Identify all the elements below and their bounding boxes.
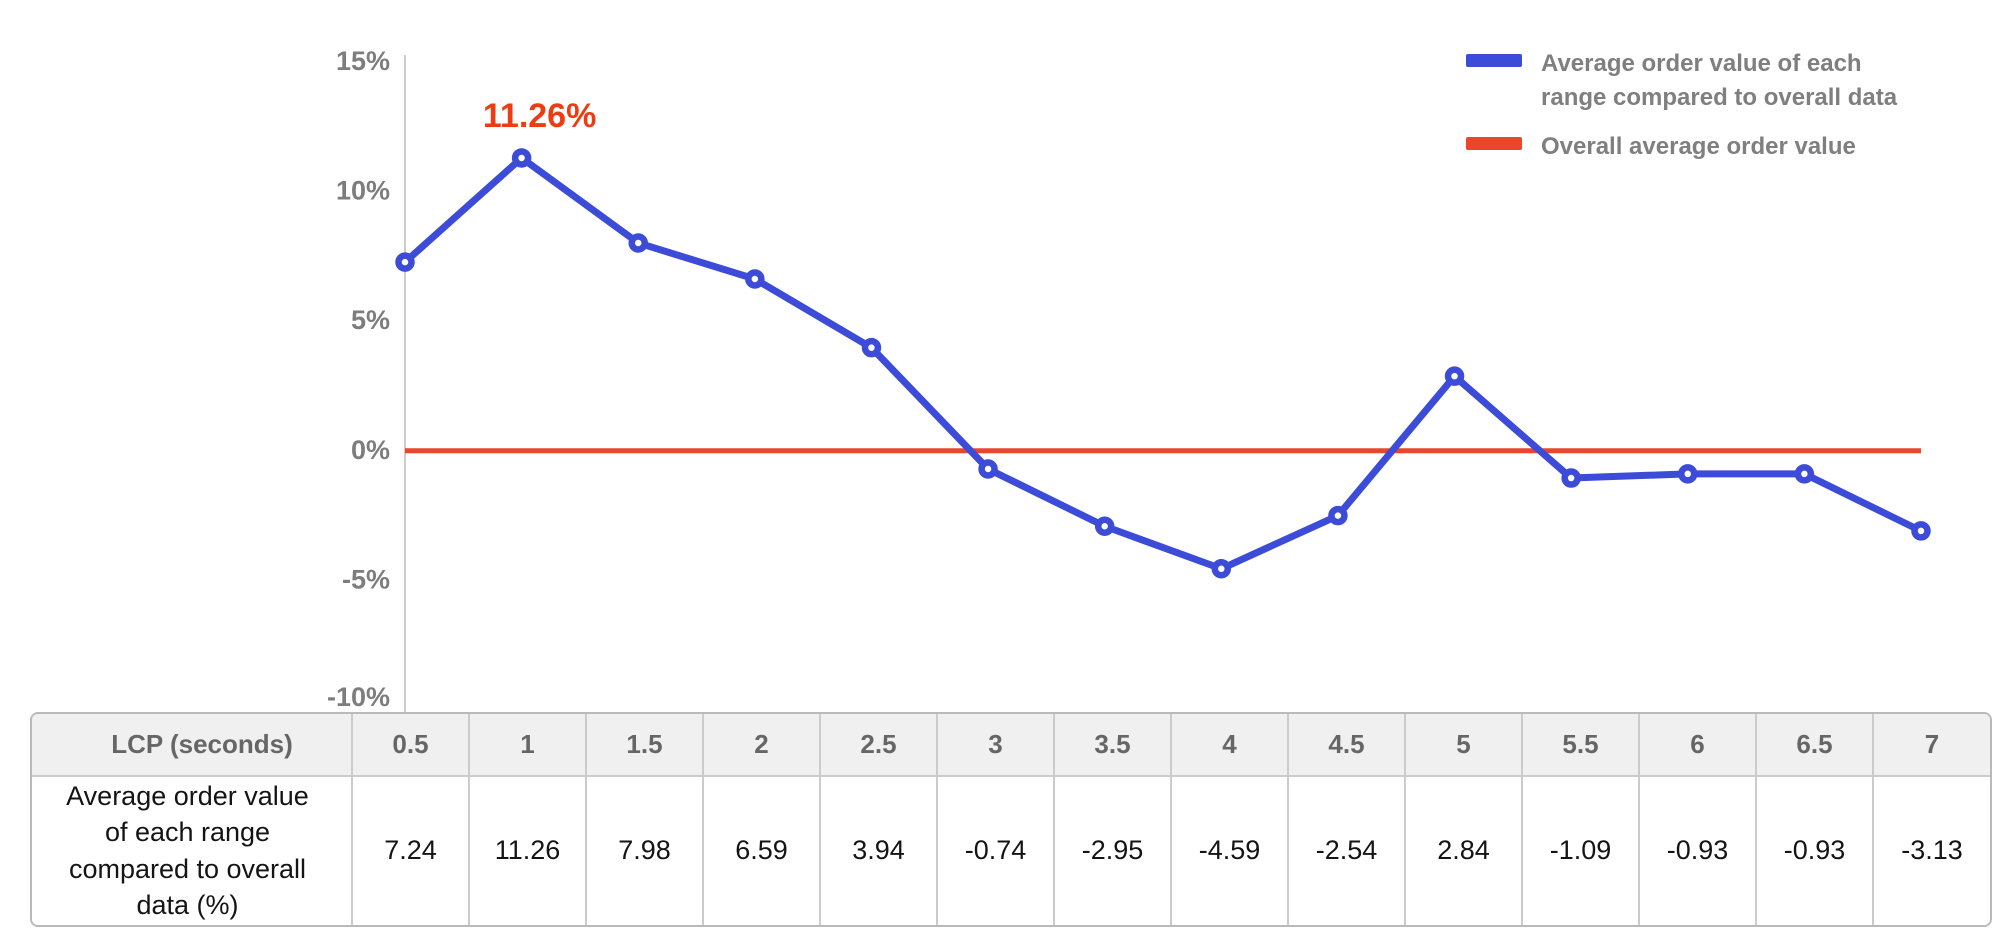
aov-line-chart: 15% 10% 5% 0% -5% -10% 11.26% [327, 46, 1931, 712]
y-axis-tick-label: -10% [327, 682, 390, 712]
aov-value-cell: -0.93 [1639, 776, 1757, 925]
table-corner-label: LCP (seconds) [32, 714, 353, 777]
table-header-row: LCP (seconds) 0.5 1 1.5 2 2.5 3 3.5 4 4.5 5 5.5 6 6.… [32, 714, 1990, 777]
data-point-marker [1211, 559, 1232, 579]
aov-value-cell: -0.93 [1756, 776, 1874, 925]
y-axis-tick-label: -5% [342, 564, 390, 594]
data-point-marker [628, 233, 648, 253]
lcp-column-header: 4.5 [1288, 714, 1406, 777]
aov-value-cell: -3.13 [1873, 776, 1990, 925]
lcp-table-wrap: LCP (seconds) 0.5 1 1.5 2 2.5 3 3.5 4 4.5 5 5.5 6 6.… [30, 712, 1992, 927]
aov-value-cell: 7.24 [352, 776, 470, 925]
data-point-marker [1911, 521, 1931, 541]
data-point-marker [1444, 366, 1465, 386]
data-point-marker [1678, 464, 1698, 484]
lcp-column-header: 4 [1171, 714, 1289, 777]
lcp-column-header: 0.5 [352, 714, 470, 777]
lcp-data-table: LCP (seconds) 0.5 1 1.5 2 2.5 3 3.5 4 4.5 5 5.5 6 6.… [32, 714, 1990, 925]
lcp-column-header: 2.5 [820, 714, 938, 777]
data-point-marker [861, 337, 882, 358]
data-point-marker [1561, 468, 1581, 488]
aov-value-cell: 2.84 [1405, 776, 1523, 925]
aov-value-cell: 7.98 [586, 776, 704, 925]
aov-value-cell: -0.74 [937, 776, 1055, 925]
y-axis-tick-label: 10% [336, 176, 390, 206]
legend-item: Overall average order value [1466, 130, 1919, 164]
data-point-marker [511, 148, 532, 168]
aov-value-cell: 6.59 [703, 776, 821, 925]
lcp-column-header: 6 [1639, 714, 1757, 777]
peak-value-annotation: 11.26% [483, 97, 596, 135]
data-point-marker [1794, 464, 1815, 484]
lcp-column-header: 2 [703, 714, 821, 777]
data-point-marker [395, 252, 415, 272]
data-point-marker [1094, 516, 1115, 537]
y-axis-tick-label: 15% [336, 46, 390, 76]
lcp-column-header: 1 [469, 714, 587, 777]
y-axis-tick-label: 5% [351, 305, 390, 335]
table-row-label: Average order value of each range compar… [32, 776, 353, 925]
lcp-column-header: 3 [937, 714, 1055, 777]
legend-label: Overall average order value [1541, 133, 1856, 161]
lcp-column-header: 1.5 [586, 714, 704, 777]
legend-swatch [1466, 137, 1522, 151]
aov-value-cell: -1.09 [1522, 776, 1640, 925]
aov-value-cell: -2.54 [1288, 776, 1406, 925]
data-point-marker [1328, 505, 1348, 526]
aov-value-cell: -4.59 [1171, 776, 1289, 925]
data-point-marker [978, 459, 998, 479]
table-value-row: Average order value of each range compar… [32, 776, 1990, 925]
aov-value-cell: -2.95 [1054, 776, 1172, 925]
legend-label: Average order value of each range compar… [1541, 50, 1898, 112]
lcp-column-header: 7 [1873, 714, 1990, 777]
lcp-column-header: 6.5 [1756, 714, 1874, 777]
legend-swatch [1466, 54, 1522, 67]
aov-series-line [401, 154, 1925, 573]
aov-value-cell: 3.94 [820, 776, 938, 925]
lcp-column-header: 5.5 [1522, 714, 1640, 777]
y-axis-tick-label: 0% [351, 435, 390, 465]
lcp-column-header: 3.5 [1054, 714, 1172, 777]
data-point-marker [745, 269, 765, 289]
legend-item: Average order value of each range compar… [1466, 47, 1919, 115]
aov-value-cell: 11.26 [469, 776, 587, 925]
chart-legend: Average order value of each range compar… [1466, 47, 1919, 164]
lcp-column-header: 5 [1405, 714, 1523, 777]
